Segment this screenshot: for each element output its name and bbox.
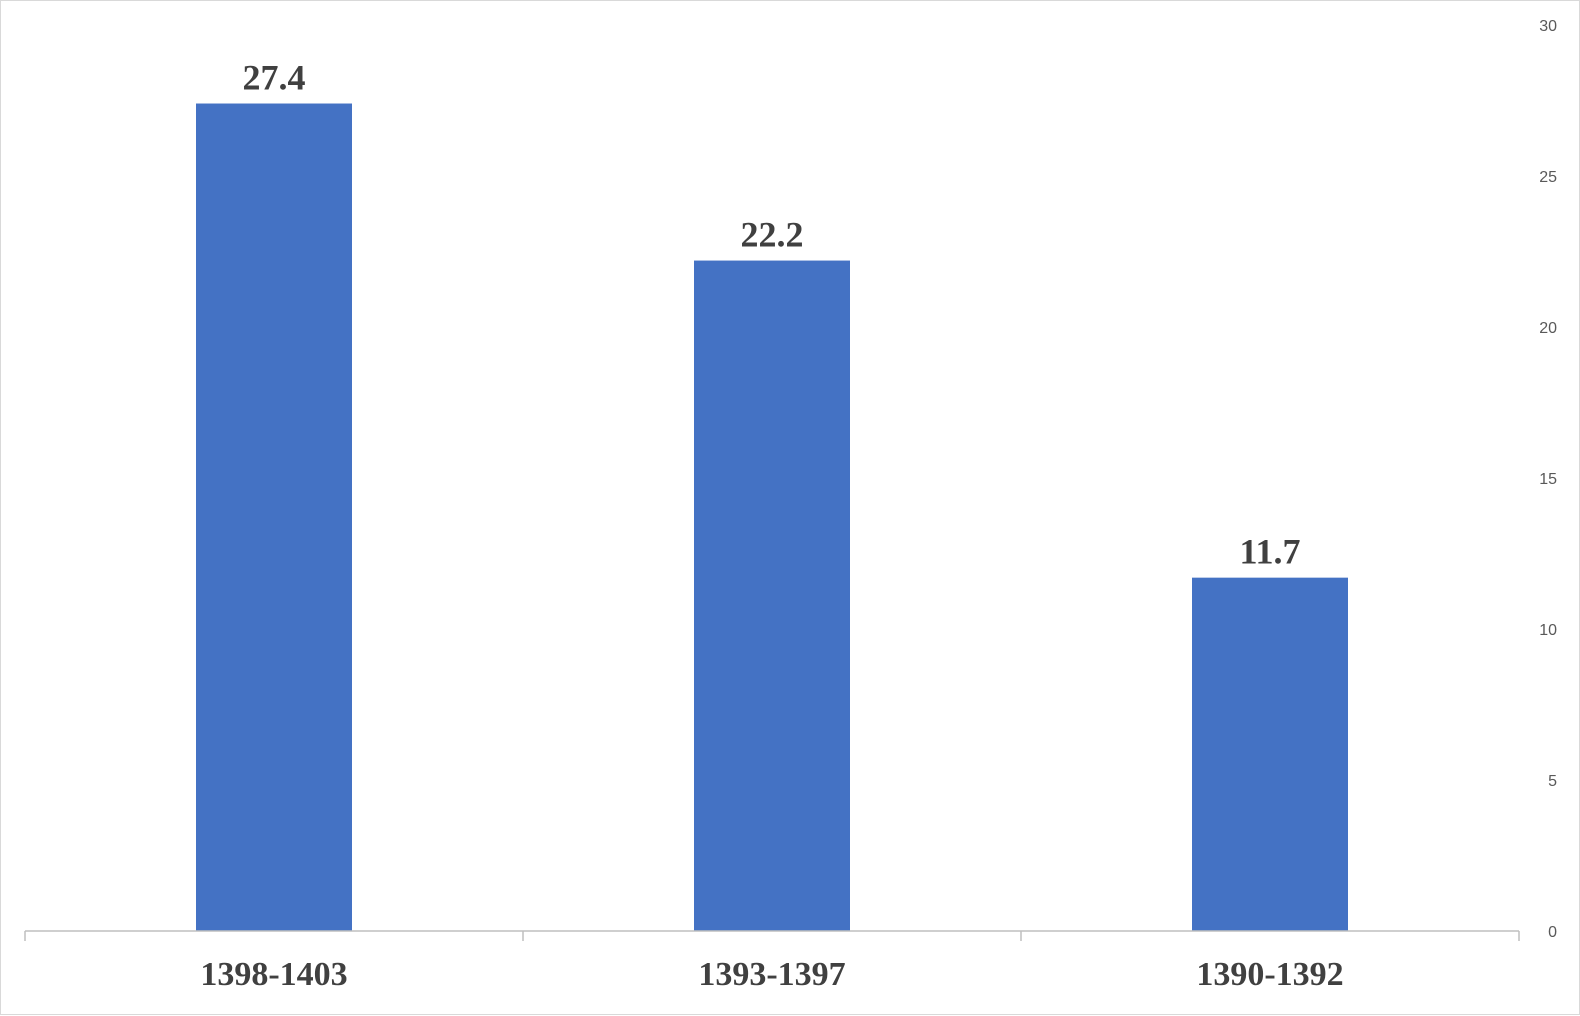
bars-group [196,103,1348,931]
y-tick-label: 30 [1539,18,1557,35]
y-axis: 0 5 10 15 20 25 30 [1539,18,1557,941]
y-tick-label: 5 [1548,773,1557,790]
data-label: 27.4 [243,58,306,98]
data-label: 11.7 [1239,532,1300,572]
y-tick-label: 15 [1539,471,1557,488]
bar-1398-1403 [196,103,352,931]
bar-1390-1392 [1192,577,1348,931]
y-tick-label: 10 [1539,622,1557,639]
bar-1393-1397 [694,260,850,931]
data-labels-group: 27.4 22.2 11.7 [243,58,1301,572]
y-tick-label: 20 [1539,320,1557,337]
x-tick-label: 1398-1403 [200,956,347,993]
x-tick-label: 1390-1392 [1196,956,1343,993]
x-tick-label: 1393-1397 [698,956,845,993]
x-axis: 1398-1403 1393-1397 1390-1392 [24,930,1520,993]
y-tick-label: 25 [1539,169,1557,186]
data-label: 22.2 [741,215,804,255]
y-tick-label: 0 [1548,924,1557,941]
